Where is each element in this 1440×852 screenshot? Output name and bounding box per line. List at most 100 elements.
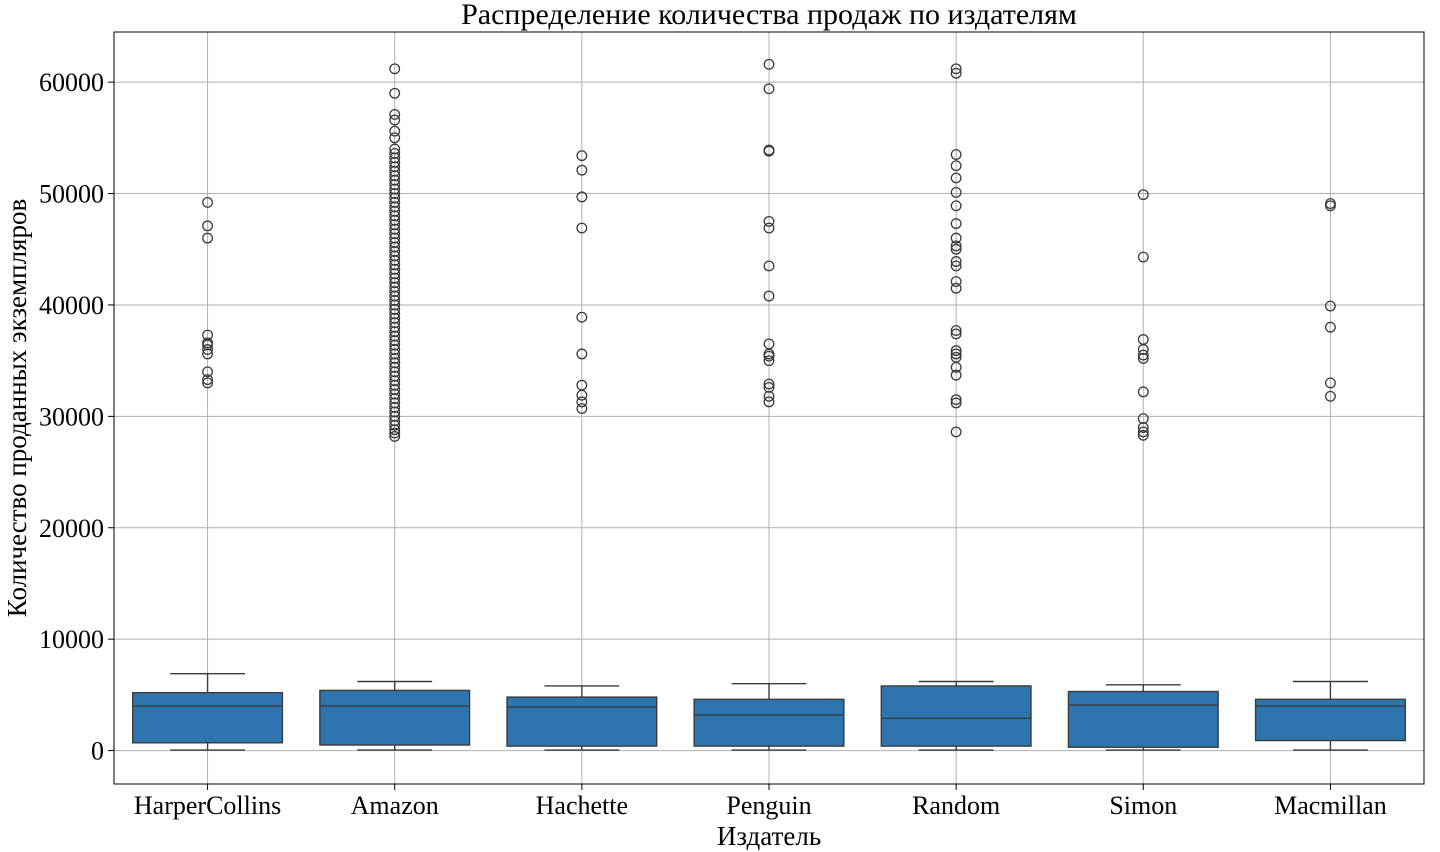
y-tick-label: 30000	[39, 402, 104, 431]
x-tick-label-penguin: Penguin	[726, 791, 811, 820]
outlier-point	[389, 277, 401, 289]
outlier-point	[950, 397, 962, 409]
outlier-point	[1137, 334, 1149, 345]
outlier-point	[950, 63, 962, 75]
outlier-point	[1324, 300, 1336, 312]
box-group-penguin	[693, 58, 845, 751]
outlier-point	[389, 237, 401, 249]
y-tick-label: 20000	[39, 514, 104, 543]
y-tick-label: 0	[91, 737, 104, 766]
outlier-point	[389, 268, 401, 280]
outlier-point	[202, 344, 214, 355]
outlier-point	[389, 430, 401, 442]
outlier-point	[389, 246, 401, 257]
outlier-point	[389, 147, 401, 159]
outlier-point	[389, 108, 401, 120]
outlier-point	[389, 357, 401, 369]
box-group-hachette	[506, 150, 658, 751]
outlier-point	[389, 263, 401, 275]
outlier-point	[576, 191, 588, 203]
outlier-point	[950, 351, 962, 363]
outlier-point	[950, 67, 962, 79]
outlier-point	[389, 161, 401, 173]
y-tick-labels: 0 10000 20000 30000 40000 50000 60000	[39, 68, 114, 766]
outlier-point	[389, 183, 401, 195]
outlier-point	[389, 214, 401, 226]
outlier-point	[389, 393, 401, 404]
box-group-amazon	[319, 63, 471, 751]
box-group-simon	[1067, 189, 1219, 751]
outlier-point	[1324, 321, 1336, 333]
outlier-point	[763, 355, 775, 367]
outlier-point	[1137, 349, 1149, 361]
outlier-point	[389, 188, 401, 199]
outlier-point	[763, 378, 775, 390]
iqr-box	[506, 696, 658, 747]
outlier-point	[576, 150, 588, 162]
outlier-point	[576, 311, 588, 323]
iqr-box	[319, 689, 471, 746]
outlier-point	[389, 410, 401, 422]
outlier-point	[389, 114, 401, 126]
outlier-point	[763, 381, 775, 393]
outlier-point	[576, 396, 588, 408]
outlier-point	[389, 63, 401, 75]
outlier-point	[389, 179, 401, 191]
outlier-point	[202, 366, 214, 378]
outlier-point	[389, 366, 401, 378]
outlier-point	[389, 370, 401, 382]
outlier-point	[389, 259, 401, 271]
y-tick-label: 40000	[39, 291, 104, 320]
outlier-point	[763, 390, 775, 402]
outlier-point	[950, 232, 962, 244]
outlier-point	[389, 152, 401, 164]
outlier-point	[202, 197, 214, 208]
box-group-harpercollins	[132, 197, 284, 751]
outlier-point	[1137, 352, 1149, 364]
outlier-point	[389, 156, 401, 168]
outlier-point	[389, 87, 401, 99]
outlier-point	[950, 394, 962, 406]
x-tick-label-hachette: Hachette	[536, 791, 628, 820]
outlier-point	[576, 164, 588, 176]
outlier-point	[389, 223, 401, 235]
outlier-point	[389, 281, 401, 293]
outlier-point	[389, 352, 401, 364]
outlier-point	[950, 160, 962, 172]
outlier-point	[1137, 413, 1149, 425]
outlier-point	[950, 218, 962, 230]
outlier-point	[1137, 189, 1149, 201]
x-tick-label-random: Random	[912, 791, 1000, 820]
outlier-point	[389, 388, 401, 400]
outlier-point	[389, 406, 401, 418]
outlier-point	[950, 345, 962, 357]
box-group-random	[880, 63, 1032, 751]
outlier-point	[1324, 377, 1336, 389]
outlier-point	[389, 210, 401, 222]
outlier-point	[389, 321, 401, 333]
outlier-point	[950, 243, 962, 255]
chart-title: Распределение количества продаж по издат…	[461, 0, 1077, 31]
outlier-point	[389, 286, 401, 298]
y-tick-label: 50000	[39, 180, 104, 209]
outlier-point	[950, 172, 962, 184]
outlier-point	[389, 344, 401, 355]
outlier-point	[389, 219, 401, 231]
outlier-point	[389, 232, 401, 244]
y-tick-label: 60000	[39, 68, 104, 97]
outlier-point	[202, 232, 214, 244]
outlier-point	[389, 312, 401, 324]
outlier-point	[202, 374, 214, 386]
outlier-point	[950, 276, 962, 288]
outlier-point	[1137, 386, 1149, 398]
outlier-point	[389, 348, 401, 360]
outlier-point	[389, 174, 401, 186]
outlier-point	[389, 361, 401, 373]
x-tick-label-macmillan: Macmillan	[1274, 791, 1387, 820]
outlier-point	[389, 299, 401, 311]
outlier-point	[950, 200, 962, 212]
outlier-point	[763, 144, 775, 156]
outlier-point	[389, 419, 401, 431]
outlier-point	[389, 170, 401, 182]
outlier-point	[389, 192, 401, 204]
